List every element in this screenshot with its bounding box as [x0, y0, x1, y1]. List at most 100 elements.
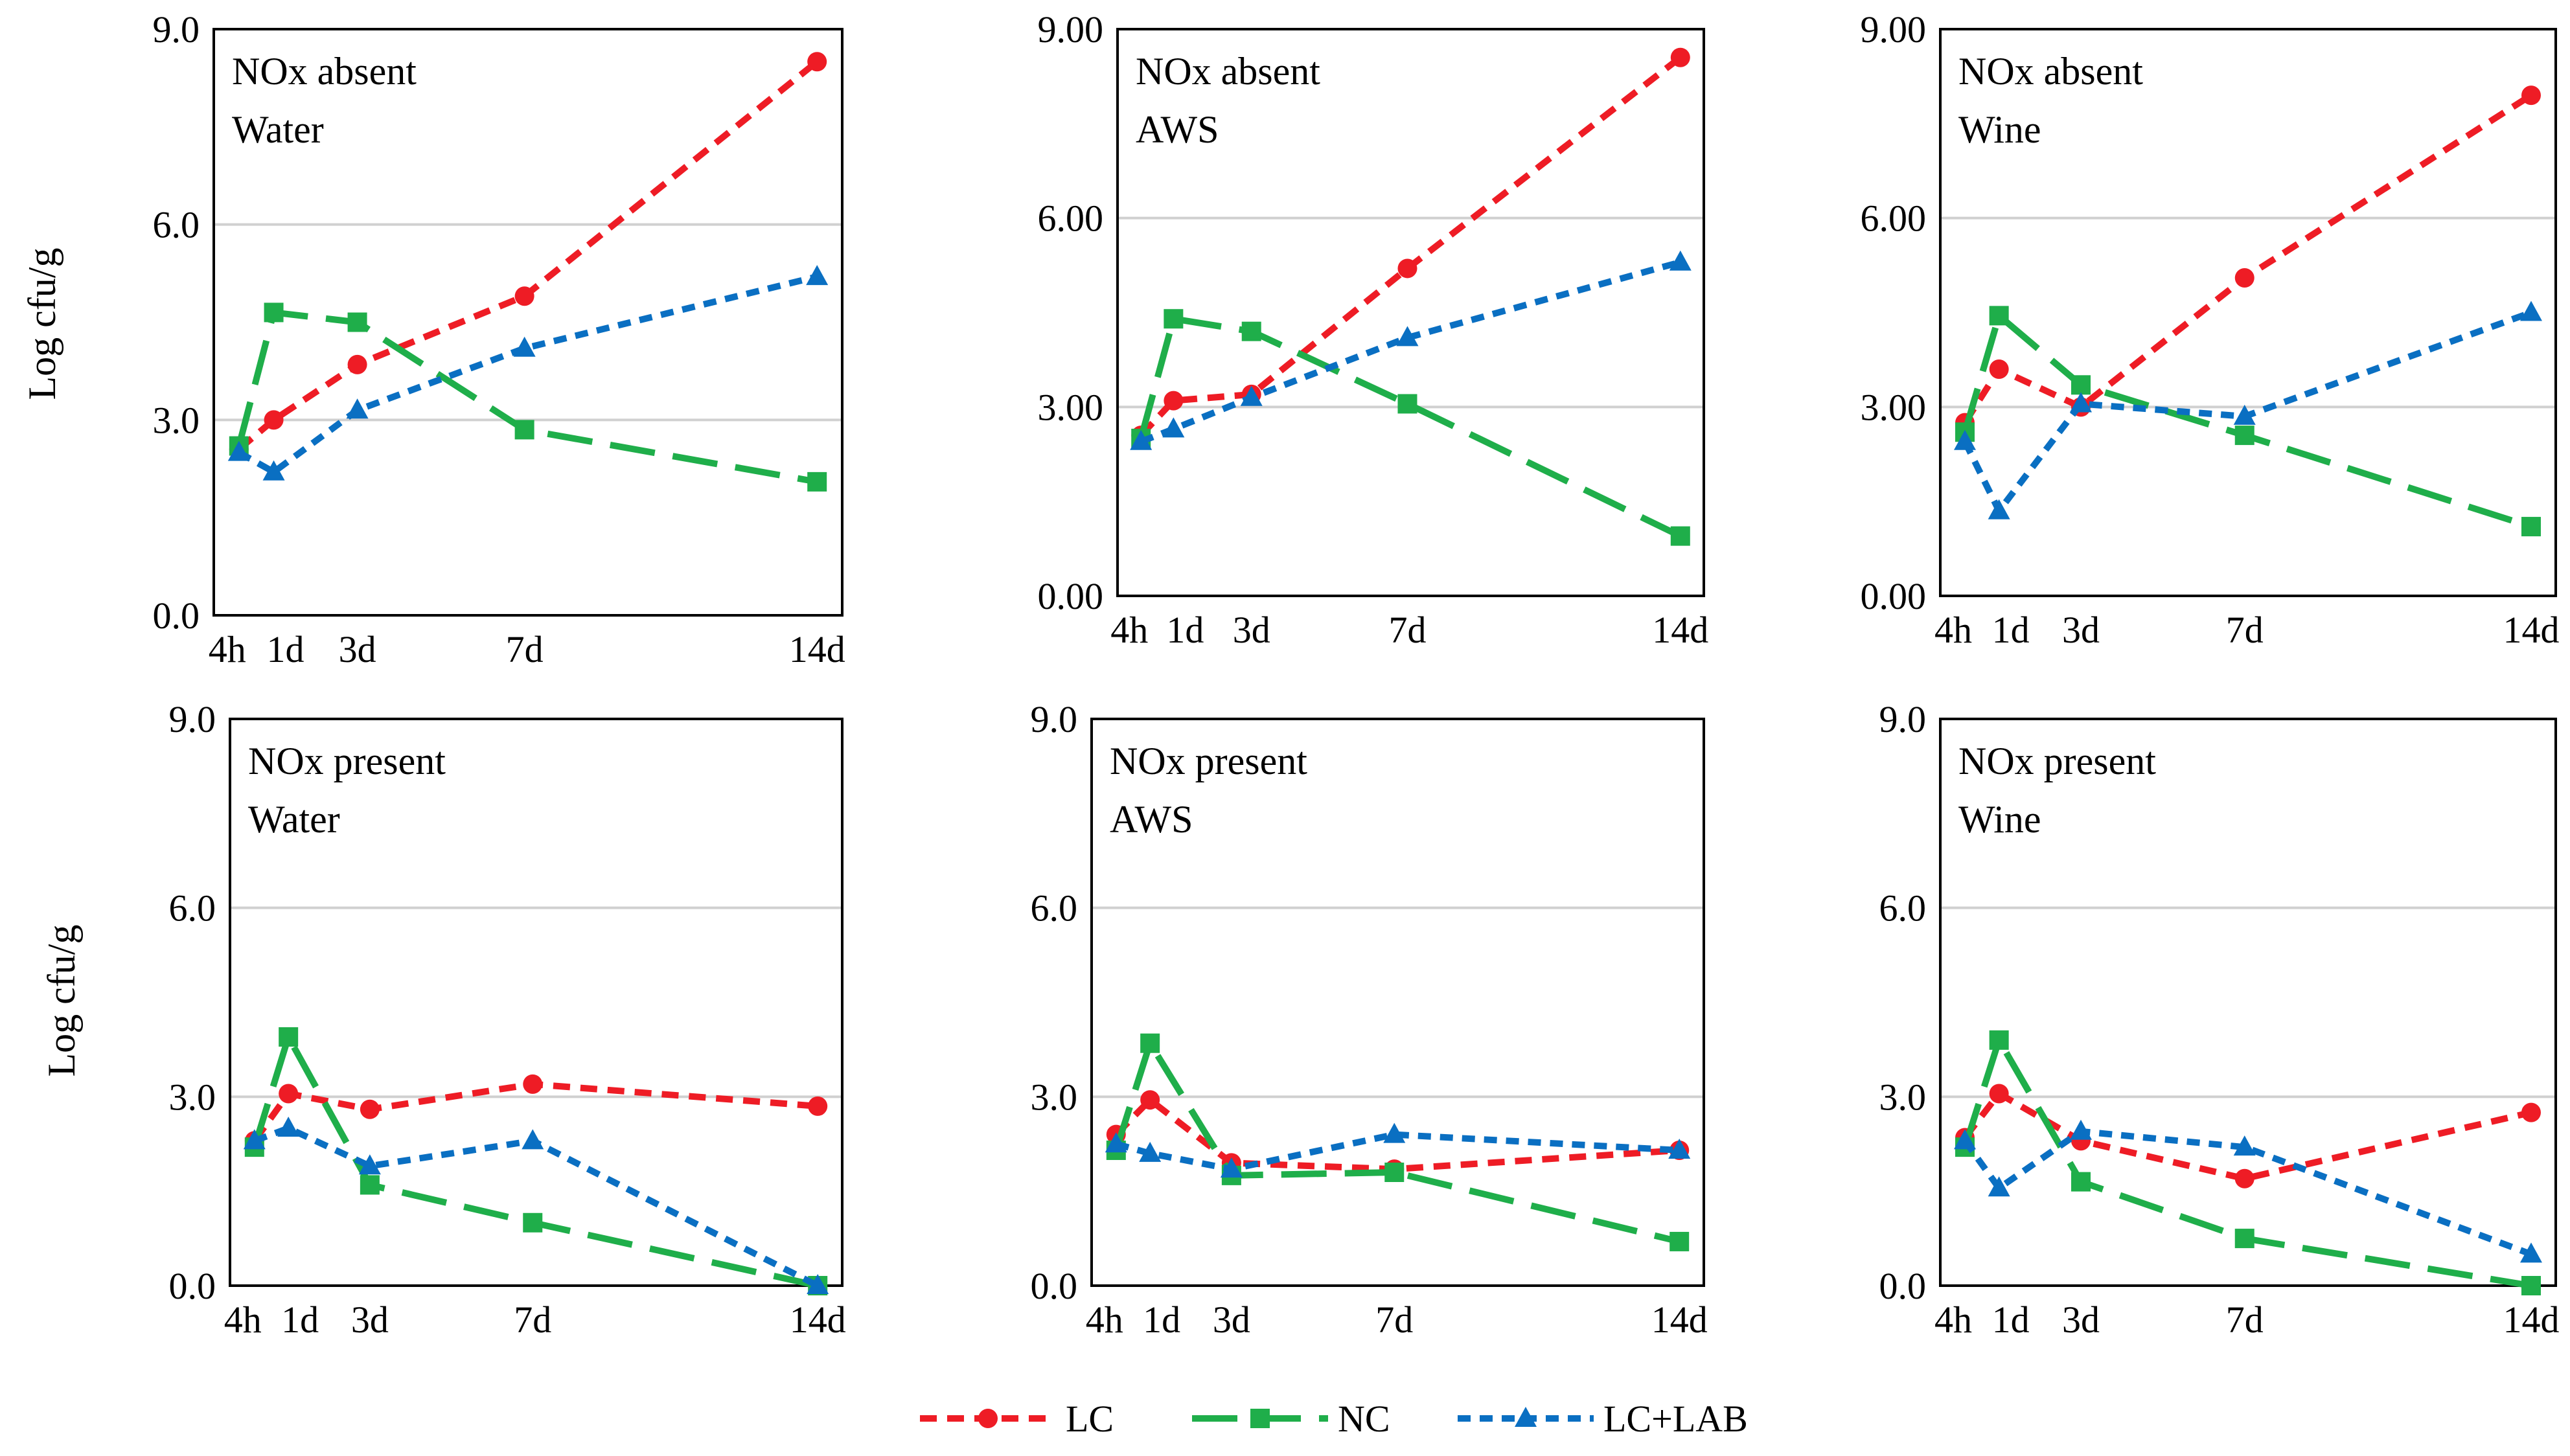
- y-tick-label: 9.00: [1861, 8, 1927, 51]
- panel-annotation: Water: [232, 108, 324, 151]
- legend-label: LC+LAB: [1603, 1398, 1748, 1440]
- data-point: [1164, 391, 1184, 411]
- plot-frame: [212, 28, 843, 617]
- y-tick-label: 3.0: [1879, 1076, 1927, 1118]
- data-point: [279, 1084, 299, 1104]
- data-point: [807, 1274, 829, 1294]
- data-point: [1989, 1030, 2009, 1050]
- data-point: [279, 1027, 299, 1047]
- series-lc-lab: [1954, 301, 2542, 519]
- panel-annotation: AWS: [1110, 798, 1193, 841]
- data-point: [1383, 1122, 1406, 1143]
- data-point: [1669, 250, 1692, 271]
- data-point: [360, 1099, 380, 1119]
- legend-item-nc: NC: [1192, 1398, 1390, 1440]
- data-point: [2521, 1276, 2541, 1295]
- legend-marker: [1250, 1409, 1270, 1428]
- x-tick-label: 4h: [209, 628, 246, 670]
- series-line: [1962, 1036, 2532, 1289]
- data-point: [1162, 417, 1185, 438]
- x-tick-label: 7d: [2226, 609, 2264, 651]
- data-point: [1140, 1033, 1160, 1053]
- y-tick-label: 6.0: [153, 204, 200, 246]
- x-tick-label: 3d: [2062, 609, 2100, 651]
- data-point: [1396, 326, 1419, 347]
- x-tick-label: 3d: [339, 628, 376, 670]
- y-tick-label: 9.0: [1879, 698, 1927, 740]
- x-tick-label: 1d: [1992, 1299, 2030, 1341]
- data-point: [1954, 429, 1976, 450]
- y-tick-label: 6.0: [1879, 887, 1927, 929]
- x-tick-label: 14d: [1651, 1299, 1708, 1341]
- data-point: [227, 440, 250, 461]
- y-tick-label: 3.0: [1031, 1076, 1078, 1118]
- panel-annotation: NOx present: [1958, 740, 2156, 782]
- chart-panel-top-left: 0.0 3.0 6.0 9.0 4h 1d 3d 7d 14d Log cfu/g NOx abse…: [21, 8, 845, 670]
- series-lc: [1955, 85, 2541, 433]
- data-point: [1105, 1132, 1127, 1153]
- x-tick-label: 14d: [789, 628, 845, 670]
- y-tick-label: 6.0: [169, 887, 216, 929]
- y-tick-label: 6.00: [1861, 198, 1927, 240]
- y-tick-label: 6.0: [1031, 887, 1078, 929]
- panel-annotation: Water: [248, 798, 340, 841]
- data-point: [513, 336, 536, 357]
- data-point: [1668, 1138, 1691, 1159]
- legend-item-lc: LC: [920, 1398, 1114, 1440]
- plot-frame: [1090, 718, 1705, 1287]
- x-tick-label: 7d: [1388, 609, 1426, 651]
- data-point: [1240, 385, 1263, 406]
- series-lc-lab: [1105, 1122, 1691, 1178]
- series-line: [253, 1124, 820, 1289]
- data-point: [347, 354, 367, 374]
- series-line: [1962, 1090, 2532, 1182]
- data-point: [1670, 47, 1690, 67]
- data-point: [360, 1175, 380, 1195]
- x-tick-label: 14d: [2503, 609, 2560, 651]
- data-point: [243, 1129, 266, 1150]
- y-tick-label: 3.00: [1038, 386, 1104, 428]
- data-point: [347, 312, 367, 332]
- data-point: [1989, 359, 2009, 379]
- series-nc: [229, 302, 827, 492]
- series-line: [251, 1033, 819, 1289]
- data-point: [346, 398, 369, 419]
- panel-annotation: NOx present: [1110, 740, 1307, 782]
- data-point: [2071, 1172, 2091, 1192]
- legend-label: LC: [1066, 1398, 1114, 1440]
- data-point: [1220, 1157, 1243, 1178]
- x-tick-label: 14d: [1652, 609, 1708, 651]
- x-tick-label: 1d: [1166, 609, 1204, 651]
- data-point: [2070, 392, 2093, 413]
- plot-frame: [229, 718, 843, 1287]
- x-tick-label: 1d: [1143, 1299, 1180, 1341]
- data-point: [1130, 429, 1153, 450]
- x-tick-label: 1d: [281, 1299, 319, 1341]
- x-tick-label: 14d: [790, 1299, 846, 1341]
- data-point: [1139, 1141, 1162, 1162]
- series-line: [1140, 258, 1682, 445]
- x-tick-label: 4h: [1086, 1299, 1123, 1341]
- data-point: [523, 1074, 543, 1094]
- series-line: [1138, 54, 1682, 438]
- data-point: [1397, 394, 1417, 414]
- x-tick-label: 7d: [514, 1299, 551, 1341]
- data-point: [358, 1154, 381, 1175]
- x-tick-label: 7d: [2226, 1299, 2264, 1341]
- series-line: [237, 273, 818, 475]
- data-point: [808, 1096, 828, 1116]
- data-point: [2520, 301, 2542, 321]
- chart-panel-top-right: 0.00 3.00 6.00 9.00 4h 1d 3d 7d 14d NOx absent Win…: [1861, 8, 2560, 651]
- panels: 0.0 3.0 6.0 9.0 4h 1d 3d 7d 14d Log cfu/g NOx abse…: [21, 8, 2560, 1341]
- series-lc: [1131, 47, 1690, 446]
- data-point: [1397, 258, 1417, 279]
- data-point: [2234, 1229, 2254, 1249]
- data-point: [2520, 1242, 2542, 1263]
- x-tick-label: 7d: [506, 628, 544, 670]
- data-point: [522, 1129, 544, 1150]
- series-lc-lab: [243, 1116, 829, 1294]
- legend-marker: [978, 1409, 998, 1428]
- data-point: [1164, 309, 1184, 329]
- data-point: [523, 1212, 543, 1233]
- data-point: [2070, 1119, 2093, 1140]
